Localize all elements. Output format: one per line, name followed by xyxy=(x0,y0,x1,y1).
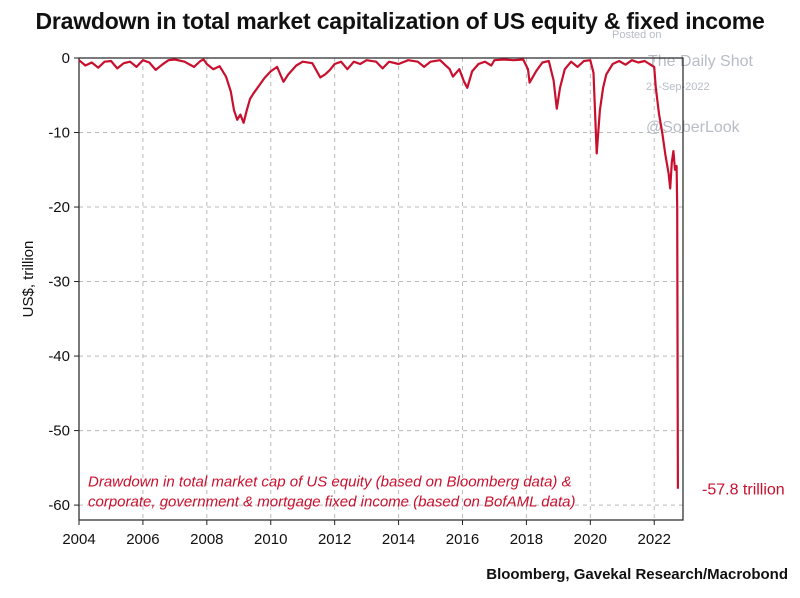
x-tick-label: 2008 xyxy=(190,531,223,548)
y-tick-label: -30 xyxy=(48,274,70,291)
x-tick-label: 2020 xyxy=(574,531,607,548)
x-tick-label: 2014 xyxy=(382,531,415,548)
watermark-posted-on: Posted on xyxy=(612,29,662,41)
annotation-line-2: corporate, government & mortgage fixed i… xyxy=(88,493,576,510)
x-axis-ticks: 2004 2006 2008 2010 2012 2014 2016 2018 2020 2022 xyxy=(62,520,671,548)
y-axis-label: US$, trillion xyxy=(20,241,37,318)
chart-grid xyxy=(79,58,683,520)
x-tick-label: 2016 xyxy=(446,531,479,548)
y-tick-label: -60 xyxy=(48,497,70,514)
x-tick-label: 2012 xyxy=(318,531,351,548)
y-tick-label: -50 xyxy=(48,423,70,440)
watermark-daily-shot: The Daily Shot xyxy=(648,53,753,70)
drawdown-series-line xyxy=(78,58,679,489)
annotation-line-1: Drawdown in total market cap of US equit… xyxy=(88,473,572,490)
x-tick-label: 2010 xyxy=(254,531,287,548)
y-tick-label: -40 xyxy=(48,348,70,365)
x-tick-label: 2018 xyxy=(510,531,543,548)
x-tick-label: 2022 xyxy=(638,531,671,548)
end-value-label: -57.8 trillion xyxy=(702,482,785,499)
watermark-date: 21-Sep-2022 xyxy=(646,81,710,93)
chart-title: Drawdown in total market capitalization … xyxy=(35,8,765,34)
y-tick-label: -10 xyxy=(48,125,70,142)
y-tick-label: 0 xyxy=(62,50,70,67)
watermark-handle: @SoberLook xyxy=(646,119,740,136)
x-tick-label: 2006 xyxy=(126,531,159,548)
x-tick-label: 2004 xyxy=(62,531,95,548)
source-credit: Bloomberg, Gavekal Research/Macrobond xyxy=(486,566,788,583)
y-axis-ticks: 0 -10 -20 -30 -40 -50 -60 xyxy=(48,50,79,514)
plot-area-frame xyxy=(78,57,684,521)
y-tick-label: -20 xyxy=(48,199,70,216)
